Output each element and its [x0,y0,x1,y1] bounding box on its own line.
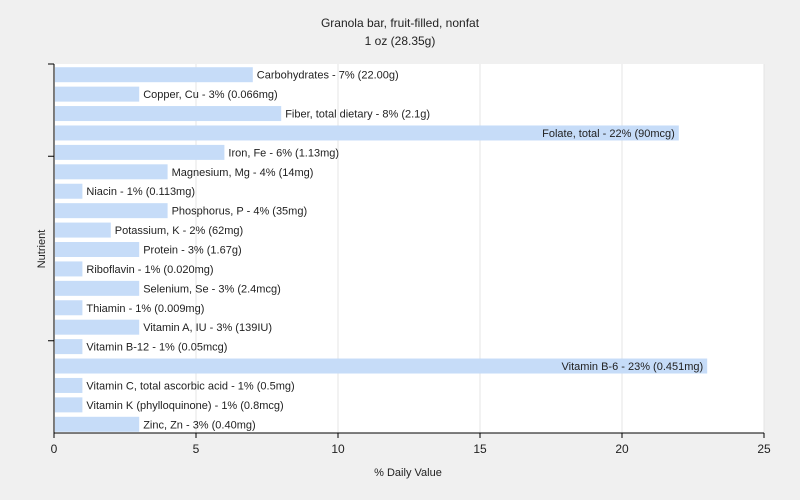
bar [55,397,83,413]
bar-label: Thiamin - 1% (0.009mg) [86,303,204,315]
bar-label: Vitamin B-6 - 23% (0.451mg) [562,361,704,373]
bar-label: Zinc, Zn - 3% (0.40mg) [143,419,255,431]
chart-subtitle: 1 oz (28.35g) [365,34,436,48]
bar [55,164,168,180]
bar [55,377,83,393]
x-tick-label: 5 [193,442,200,456]
chart-title: Granola bar, fruit-filled, nonfat [321,16,480,30]
bar [55,144,225,160]
bar [55,416,140,432]
y-axis-label: Nutrient [36,230,48,269]
bar [55,300,83,316]
bar-label: Phosphorus, P - 4% (35mg) [172,206,308,218]
bar-label: Protein - 3% (1.67g) [143,245,241,257]
bar [55,183,83,199]
x-tick-label: 20 [615,442,629,456]
bar-label: Selenium, Se - 3% (2.4mcg) [143,283,281,295]
x-tick-label: 25 [757,442,771,456]
bar [55,261,83,277]
bar-label: Vitamin B-12 - 1% (0.05mcg) [86,342,227,354]
x-tick-label: 15 [473,442,487,456]
bar-label: Vitamin A, IU - 3% (139IU) [143,322,272,334]
bar [55,203,168,219]
bar-label: Folate, total - 22% (90mcg) [542,128,675,140]
bar-label: Potassium, K - 2% (62mg) [115,225,243,237]
x-axis-label: % Daily Value [374,467,442,479]
bar [55,242,140,257]
x-tick-label: 10 [331,442,345,456]
bar [55,67,253,83]
bar [55,280,140,296]
bar [55,358,708,374]
bar-label: Copper, Cu - 3% (0.066mg) [143,89,278,101]
bar-label: Riboflavin - 1% (0.020mg) [86,264,213,276]
bar [55,106,282,122]
x-tick-label: 0 [51,442,58,456]
bar-label: Fiber, total dietary - 8% (2.1g) [285,109,430,121]
bar [55,339,83,355]
bar [55,86,140,102]
bar [55,125,679,141]
bar-label: Vitamin C, total ascorbic acid - 1% (0.5… [86,380,294,392]
bar-label: Iron, Fe - 6% (1.13mg) [228,147,339,159]
plot-area: Carbohydrates - 7% (22.00g) Copper, Cu - … [48,63,771,456]
bar [55,319,140,335]
bar-label: Magnesium, Mg - 4% (14mg) [172,167,314,179]
bar [55,222,111,238]
bar-label: Niacin - 1% (0.113mg) [86,186,195,198]
bar-label: Vitamin K (phylloquinone) - 1% (0.8mcg) [86,400,283,412]
bar-label: Carbohydrates - 7% (22.00g) [257,70,399,82]
